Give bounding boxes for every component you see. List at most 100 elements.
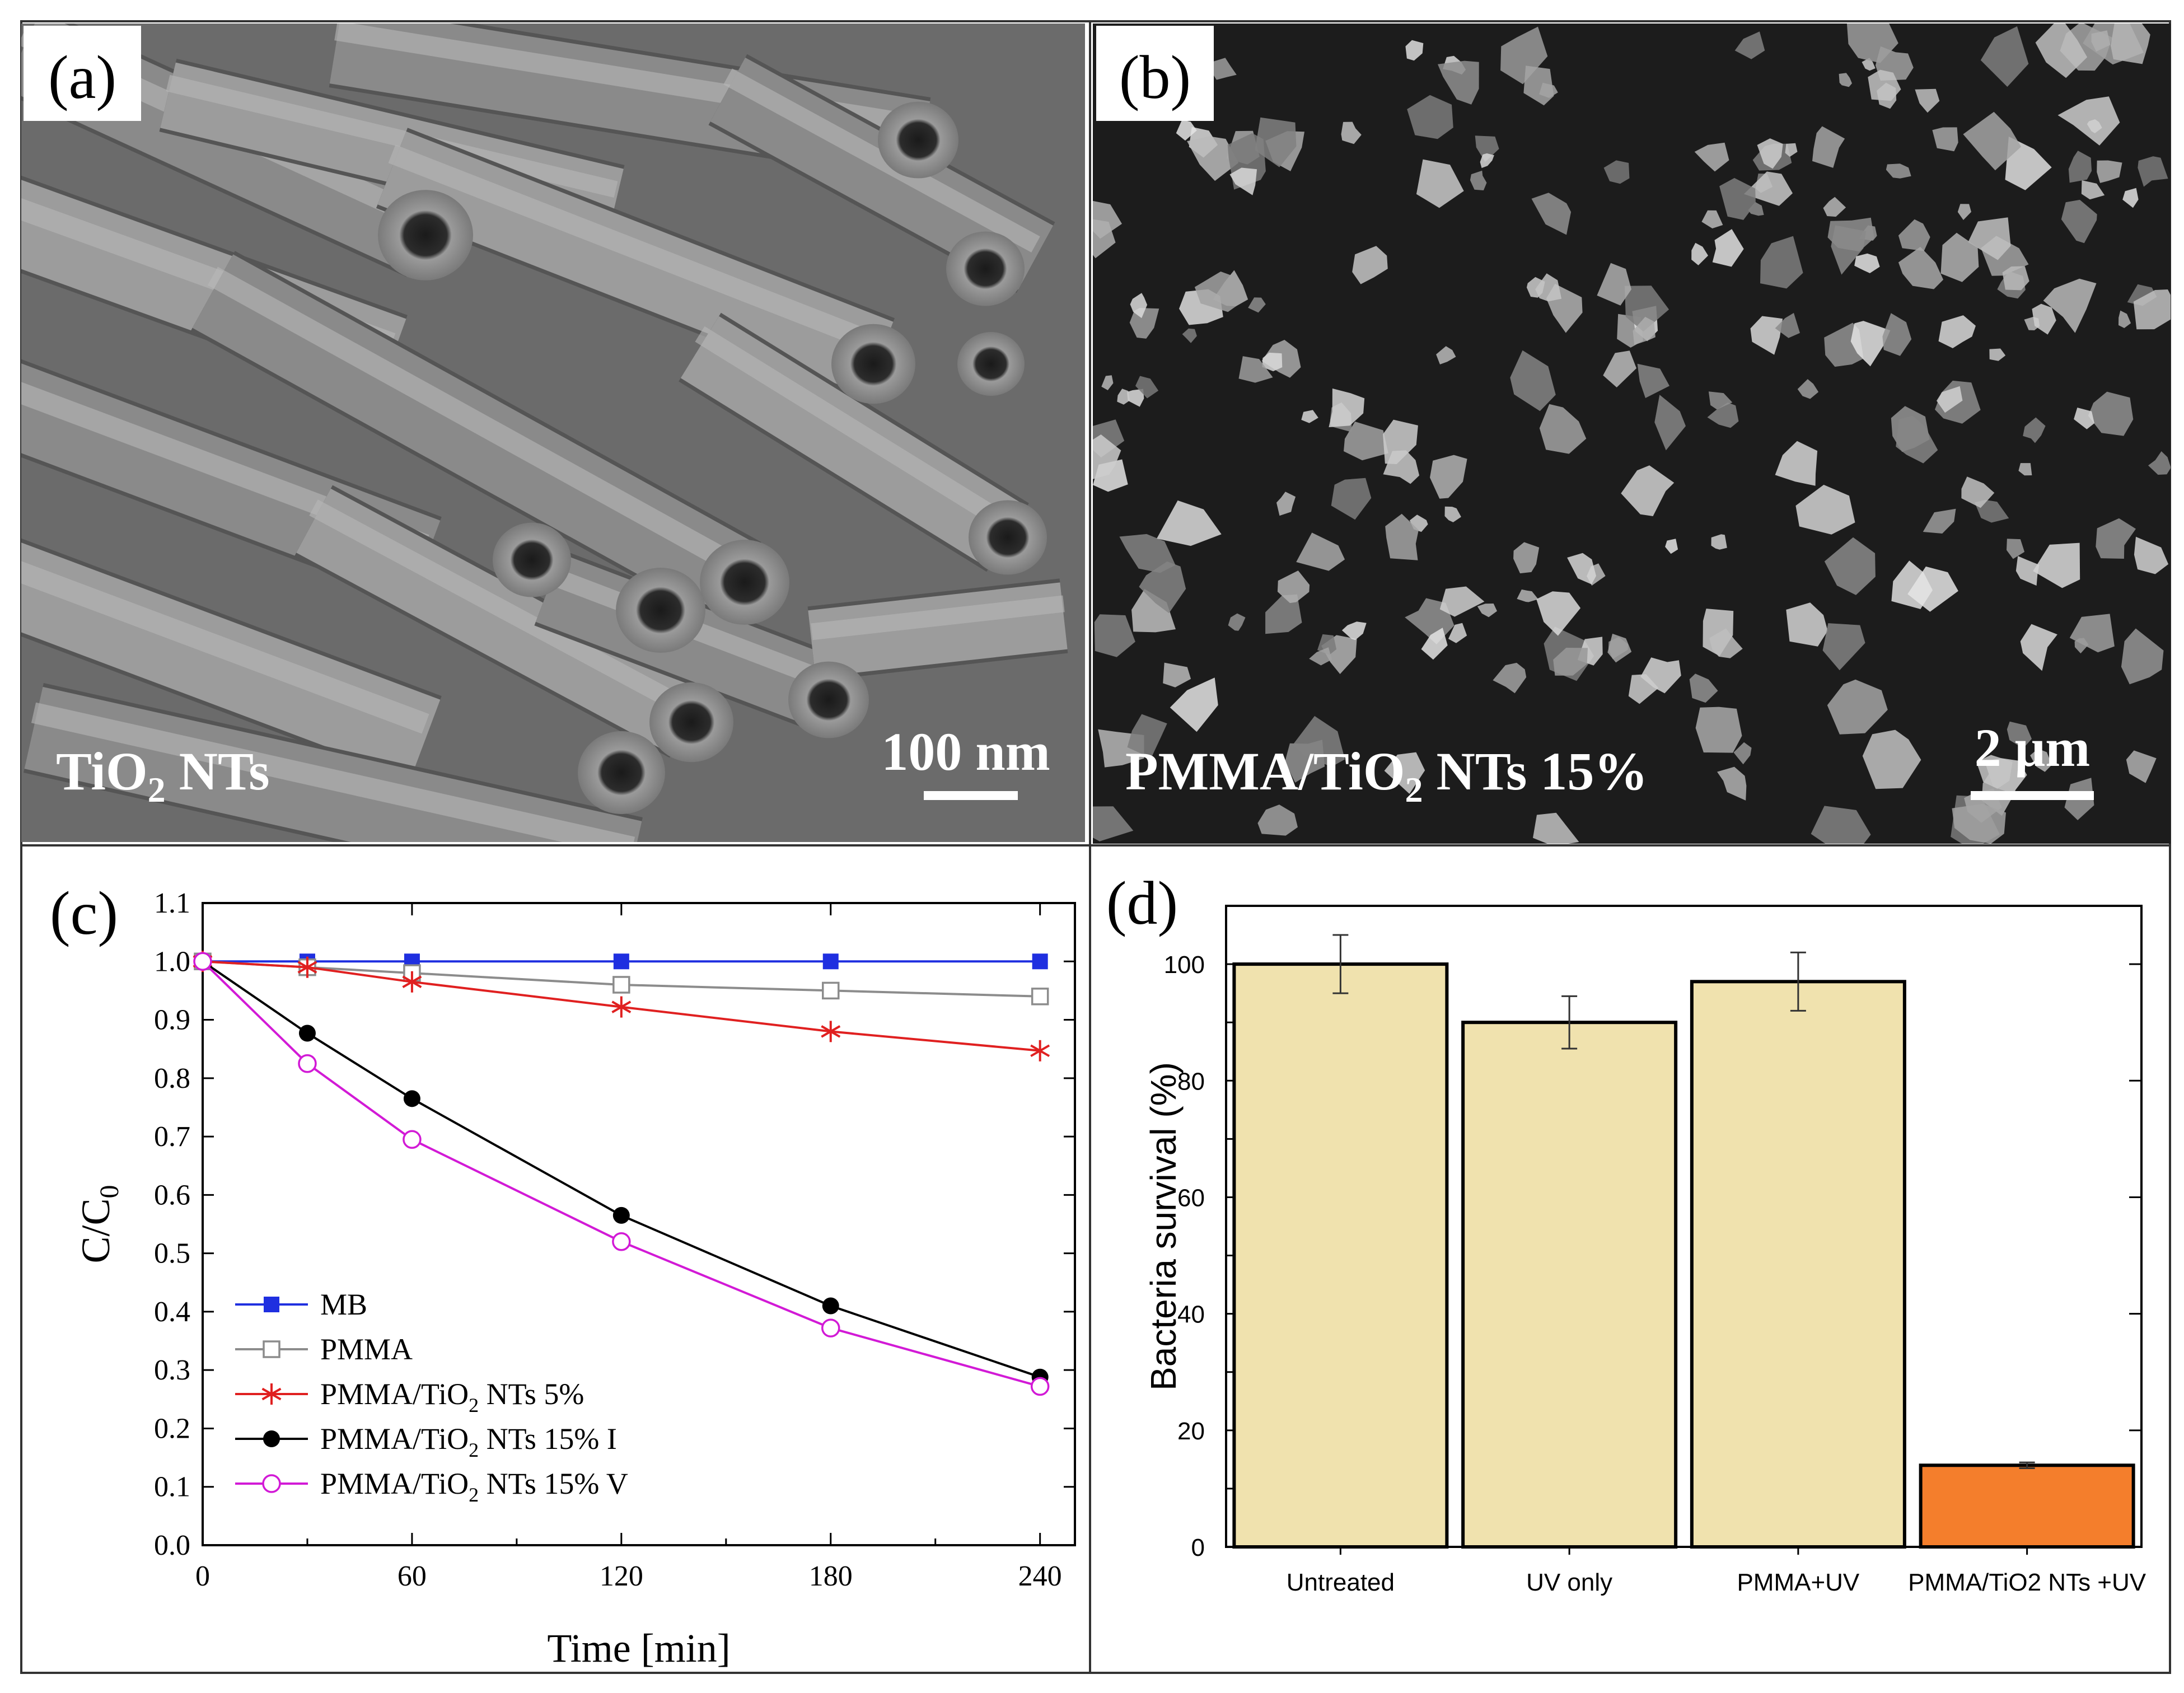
series-4 bbox=[193, 952, 1050, 1396]
particle bbox=[1187, 136, 1239, 181]
legend-marker bbox=[262, 1474, 281, 1493]
particle bbox=[1691, 242, 1708, 265]
y-tick-label: 60 bbox=[1177, 1184, 1205, 1212]
particle bbox=[1665, 539, 1678, 554]
bar bbox=[1461, 1021, 1678, 1549]
y-tick-label: 0.1 bbox=[154, 1471, 190, 1503]
bar bbox=[1232, 962, 1449, 1549]
particle bbox=[2007, 721, 2032, 749]
particle bbox=[1898, 219, 1930, 251]
nanotube-body bbox=[21, 542, 441, 779]
particle bbox=[1309, 647, 1332, 666]
particle bbox=[1344, 422, 1388, 461]
particle bbox=[1523, 66, 1554, 106]
particle bbox=[1277, 570, 1310, 604]
particle bbox=[1654, 395, 1686, 451]
data-point bbox=[1031, 988, 1049, 1005]
y-tick-label: 0.5 bbox=[154, 1238, 190, 1270]
data-point bbox=[612, 1232, 631, 1251]
particle bbox=[2057, 96, 2120, 146]
panel-b-label: PMMA/TiO2 NTs 15% bbox=[1125, 741, 1648, 810]
data-point bbox=[822, 953, 839, 970]
particle bbox=[1989, 348, 2006, 361]
data-point bbox=[193, 952, 212, 971]
particle bbox=[1228, 613, 1246, 631]
particle bbox=[1961, 476, 1995, 508]
data-point bbox=[821, 1021, 841, 1042]
data-point bbox=[822, 981, 840, 1000]
nanotube-highlight bbox=[31, 702, 635, 842]
figure-border bbox=[20, 20, 2171, 1674]
nanotube-body bbox=[808, 582, 1068, 677]
particle bbox=[1500, 26, 1548, 85]
particle bbox=[1628, 674, 1659, 704]
particle bbox=[1607, 633, 1632, 663]
particle bbox=[1733, 742, 1752, 765]
particle bbox=[1603, 160, 1630, 184]
particle bbox=[1898, 246, 1944, 289]
legend-marker bbox=[264, 1297, 279, 1312]
y-tick-label: 0.8 bbox=[154, 1063, 190, 1095]
particle bbox=[1444, 506, 1461, 522]
legend-item: MB bbox=[235, 1288, 367, 1321]
particle bbox=[1248, 297, 1266, 313]
particle bbox=[1786, 602, 1828, 647]
x-tick-label: PMMA+UV bbox=[1737, 1569, 1859, 1596]
data-point bbox=[403, 1090, 420, 1107]
panel-a-label: TiO2 NTs bbox=[56, 741, 270, 810]
nanotube-highlight bbox=[723, 68, 1040, 252]
particle bbox=[1707, 402, 1739, 428]
particle bbox=[1430, 455, 1467, 499]
nanotube-body bbox=[680, 316, 1027, 569]
y-tick-label: 40 bbox=[1177, 1301, 1205, 1329]
y-axis-label: Bacteria survival (%) bbox=[1143, 1062, 1184, 1391]
particle bbox=[1968, 217, 2011, 260]
y-tick-label: 20 bbox=[1177, 1418, 1205, 1445]
legend: MB PMMA PMMA/TiO2 NTs 5% PMMA/TiO2 NTs 15% … bbox=[235, 1288, 628, 1506]
bar-group: PMMA/TiO2 NTs +UV bbox=[1908, 1461, 2146, 1596]
particle bbox=[1421, 628, 1448, 660]
particle bbox=[1633, 316, 1655, 345]
particle bbox=[1163, 662, 1191, 688]
y-tick-label: 1.1 bbox=[154, 887, 190, 919]
particle bbox=[1694, 142, 1729, 172]
y-tick-label: 0 bbox=[1191, 1534, 1205, 1561]
particle bbox=[1711, 534, 1727, 550]
particle bbox=[1301, 410, 1318, 423]
nanotube-opening bbox=[788, 661, 869, 738]
particle bbox=[1980, 26, 2029, 87]
particle bbox=[2068, 151, 2092, 183]
particle bbox=[1621, 465, 1675, 516]
particle bbox=[1405, 40, 1424, 61]
particle bbox=[1208, 58, 1237, 80]
particle bbox=[1757, 138, 1783, 169]
particle bbox=[1533, 812, 1579, 844]
series-line bbox=[202, 960, 1041, 1388]
nanotube-body bbox=[377, 131, 894, 395]
particle bbox=[2148, 451, 2171, 475]
nanotube-highlight bbox=[695, 326, 1013, 532]
bar-group: Untreated bbox=[1232, 934, 1449, 1596]
panel-c-tag: (c) bbox=[50, 879, 118, 947]
particle bbox=[1475, 135, 1499, 162]
data-point bbox=[298, 1054, 317, 1073]
particle bbox=[1480, 153, 1494, 169]
nanotube-opening bbox=[378, 190, 473, 280]
particle bbox=[1785, 143, 1798, 157]
nanotube-highlight bbox=[309, 499, 693, 717]
particle bbox=[1824, 537, 1876, 595]
legend-item: PMMA bbox=[235, 1332, 413, 1366]
panel-a-sem-image bbox=[21, 24, 1085, 842]
nanotube-opening bbox=[578, 731, 665, 815]
particle bbox=[1886, 163, 1911, 179]
panel-c-line-chart: 0.0 0.1 0.2 0.3 0.4 0.5 0.6 0.7 0.8 0.9 1.0 1.1 0 60 1… bbox=[73, 887, 1076, 1671]
series-line bbox=[202, 960, 1040, 1052]
particle bbox=[1822, 623, 1865, 671]
particle bbox=[2126, 750, 2157, 783]
particle bbox=[1331, 478, 1372, 520]
plot-frame bbox=[202, 902, 1076, 1546]
particle bbox=[1701, 210, 1723, 228]
legend-item: PMMA/TiO2 NTs 15% I bbox=[235, 1422, 617, 1461]
particle bbox=[1119, 534, 1176, 573]
